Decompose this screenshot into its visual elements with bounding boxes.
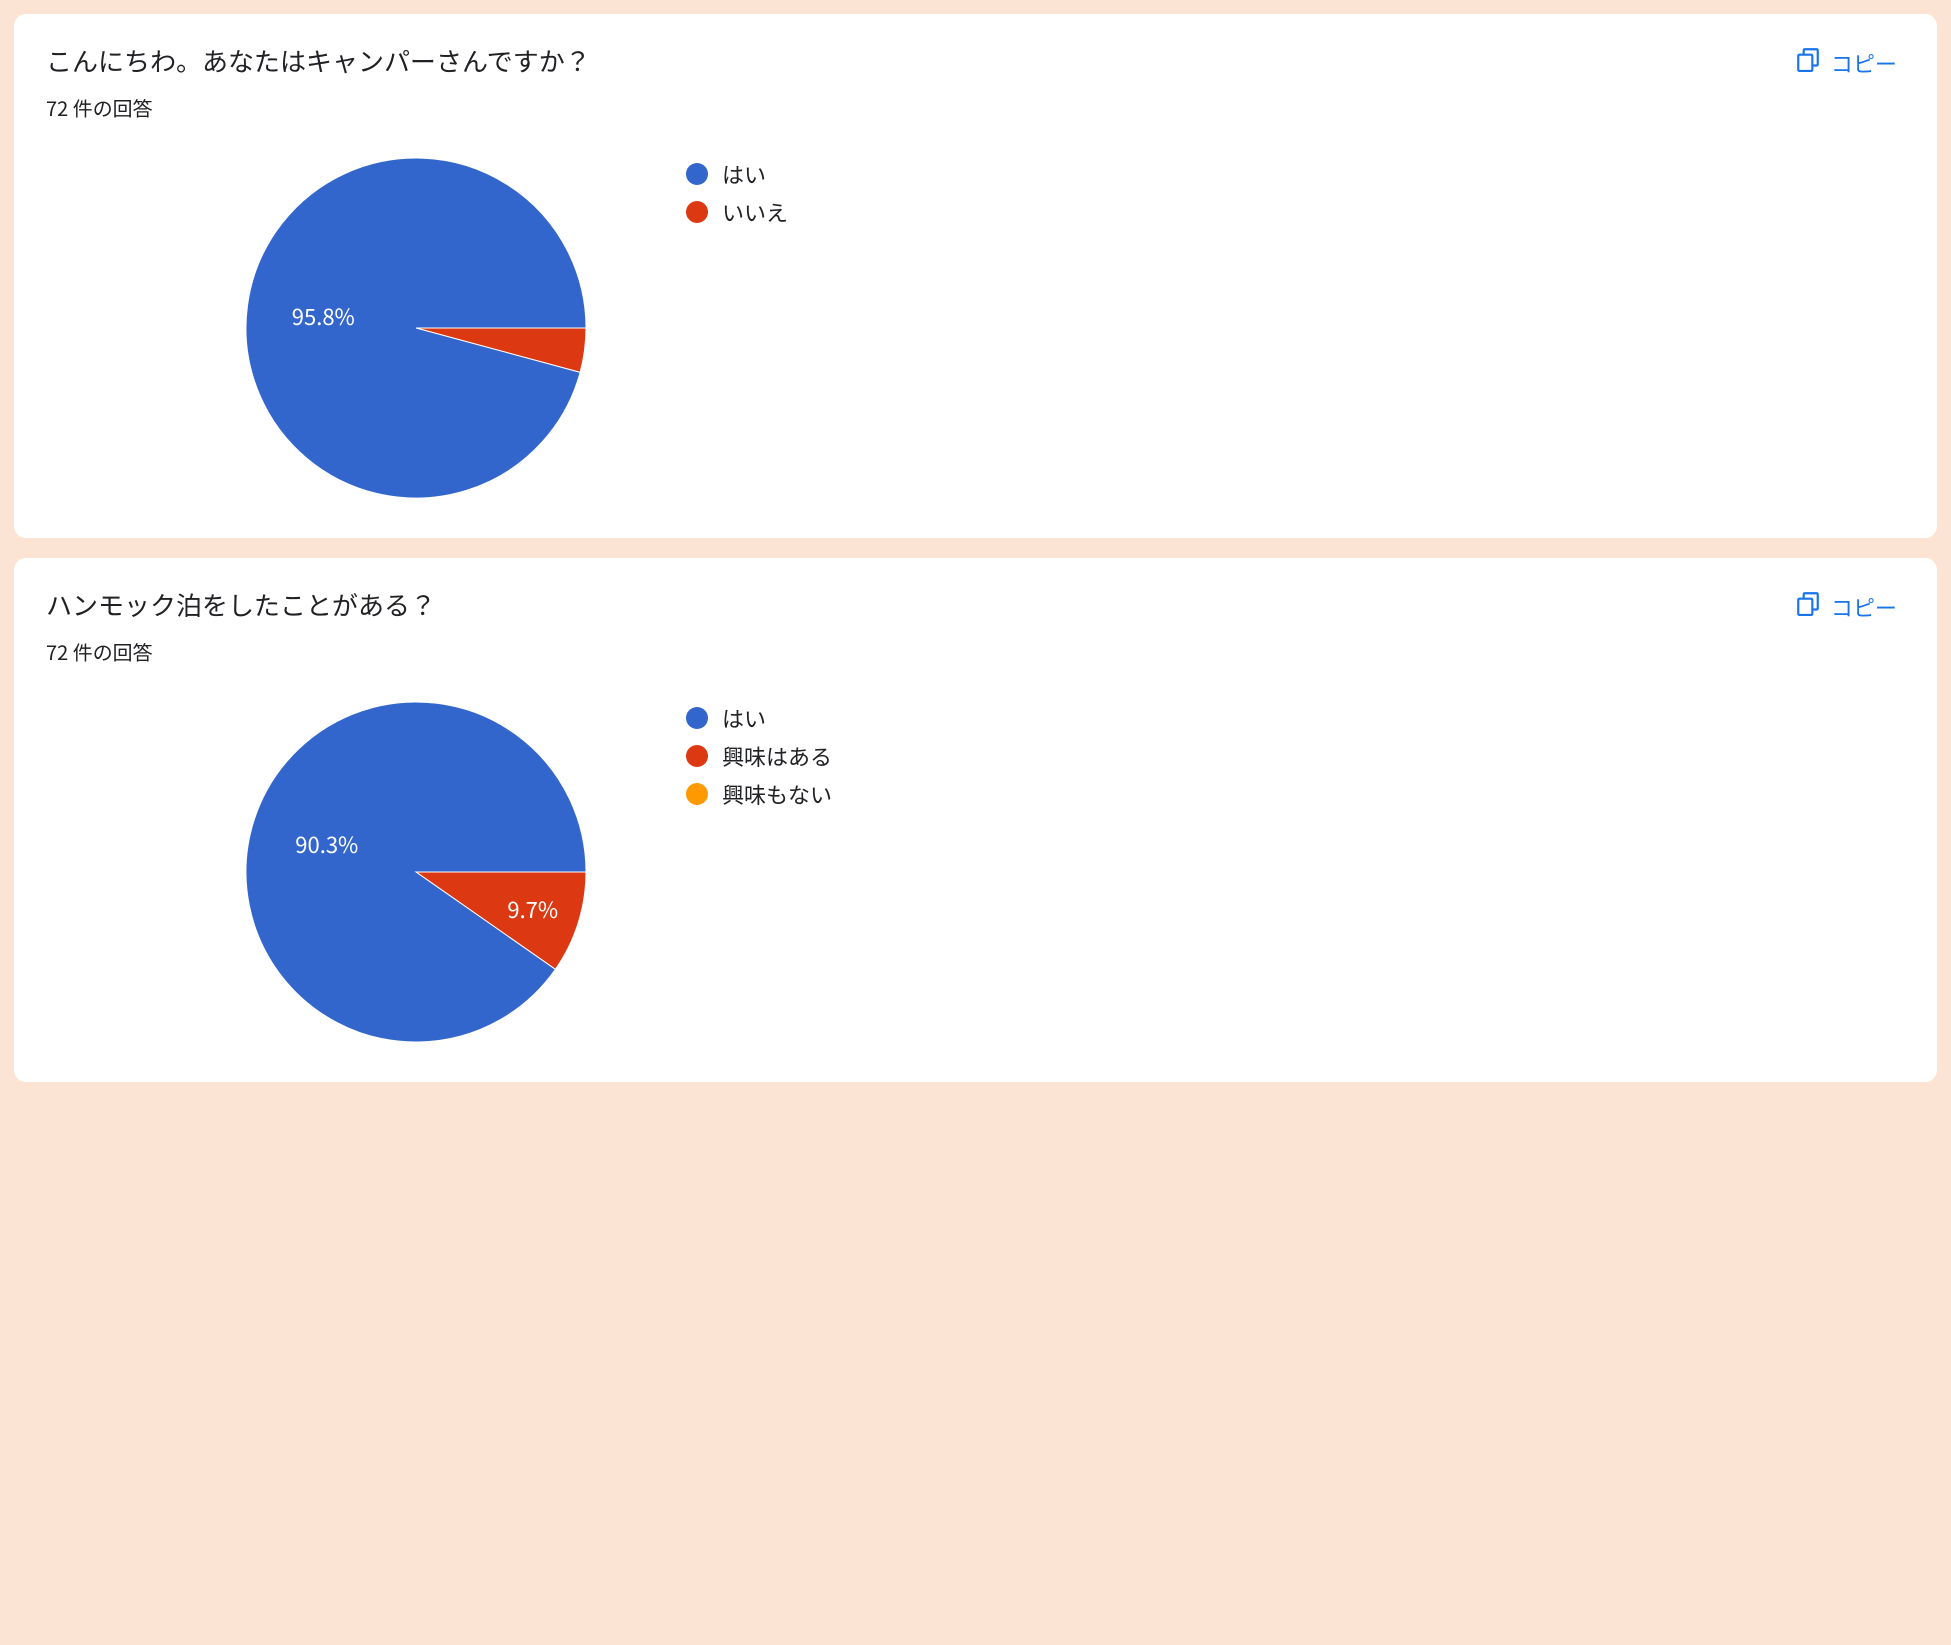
pie-chart: 95.8% xyxy=(246,158,586,498)
legend-item[interactable]: 興味はある xyxy=(686,740,1905,772)
copy-label: コピー xyxy=(1831,591,1897,623)
legend-label: いいえ xyxy=(722,196,788,228)
response-card: ハンモック泊をしたことがある？ 72 件の回答 コピー 9.7% 90.3% はい興味はあ… xyxy=(14,558,1937,1082)
legend-item[interactable]: はい xyxy=(686,702,1905,734)
legend: はい興味はある興味もない xyxy=(626,702,1905,816)
response-card: こんにちわ。あなたはキャンパーさんですか？ 72 件の回答 コピー 95.8% はいいい… xyxy=(14,14,1937,538)
legend-item[interactable]: はい xyxy=(686,158,1905,190)
copy-icon xyxy=(1795,590,1821,623)
card-title: こんにちわ。あなたはキャンパーさんですか？ xyxy=(46,42,591,79)
legend-label: はい xyxy=(722,702,766,734)
pie-slice-label: 90.3% xyxy=(295,828,358,860)
legend-item[interactable]: いいえ xyxy=(686,196,1905,228)
pie-slice[interactable] xyxy=(246,702,586,1042)
legend-dot xyxy=(686,783,708,805)
legend-dot xyxy=(686,745,708,767)
card-header: こんにちわ。あなたはキャンパーさんですか？ 72 件の回答 コピー xyxy=(46,42,1905,122)
copy-icon xyxy=(1795,46,1821,79)
pie-slice-label: 9.7% xyxy=(507,893,558,925)
response-count: 72 件の回答 xyxy=(46,93,591,122)
legend-item[interactable]: 興味もない xyxy=(686,778,1905,810)
chart-area: 95.8% はいいいえ xyxy=(46,158,1905,498)
card-title: ハンモック泊をしたことがある？ xyxy=(46,586,436,623)
legend: はいいいえ xyxy=(626,158,1905,234)
pie-chart: 9.7% 90.3% xyxy=(246,702,586,1042)
pie-slice-label: 95.8% xyxy=(292,300,355,332)
copy-button[interactable]: コピー xyxy=(1787,586,1905,627)
legend-label: 興味はある xyxy=(722,740,832,772)
copy-button[interactable]: コピー xyxy=(1787,42,1905,83)
legend-dot xyxy=(686,707,708,729)
response-count: 72 件の回答 xyxy=(46,637,436,666)
copy-label: コピー xyxy=(1831,47,1897,79)
legend-label: 興味もない xyxy=(722,778,832,810)
legend-dot xyxy=(686,201,708,223)
card-header: ハンモック泊をしたことがある？ 72 件の回答 コピー xyxy=(46,586,1905,666)
legend-dot xyxy=(686,163,708,185)
chart-area: 9.7% 90.3% はい興味はある興味もない xyxy=(46,702,1905,1042)
legend-label: はい xyxy=(722,158,766,190)
